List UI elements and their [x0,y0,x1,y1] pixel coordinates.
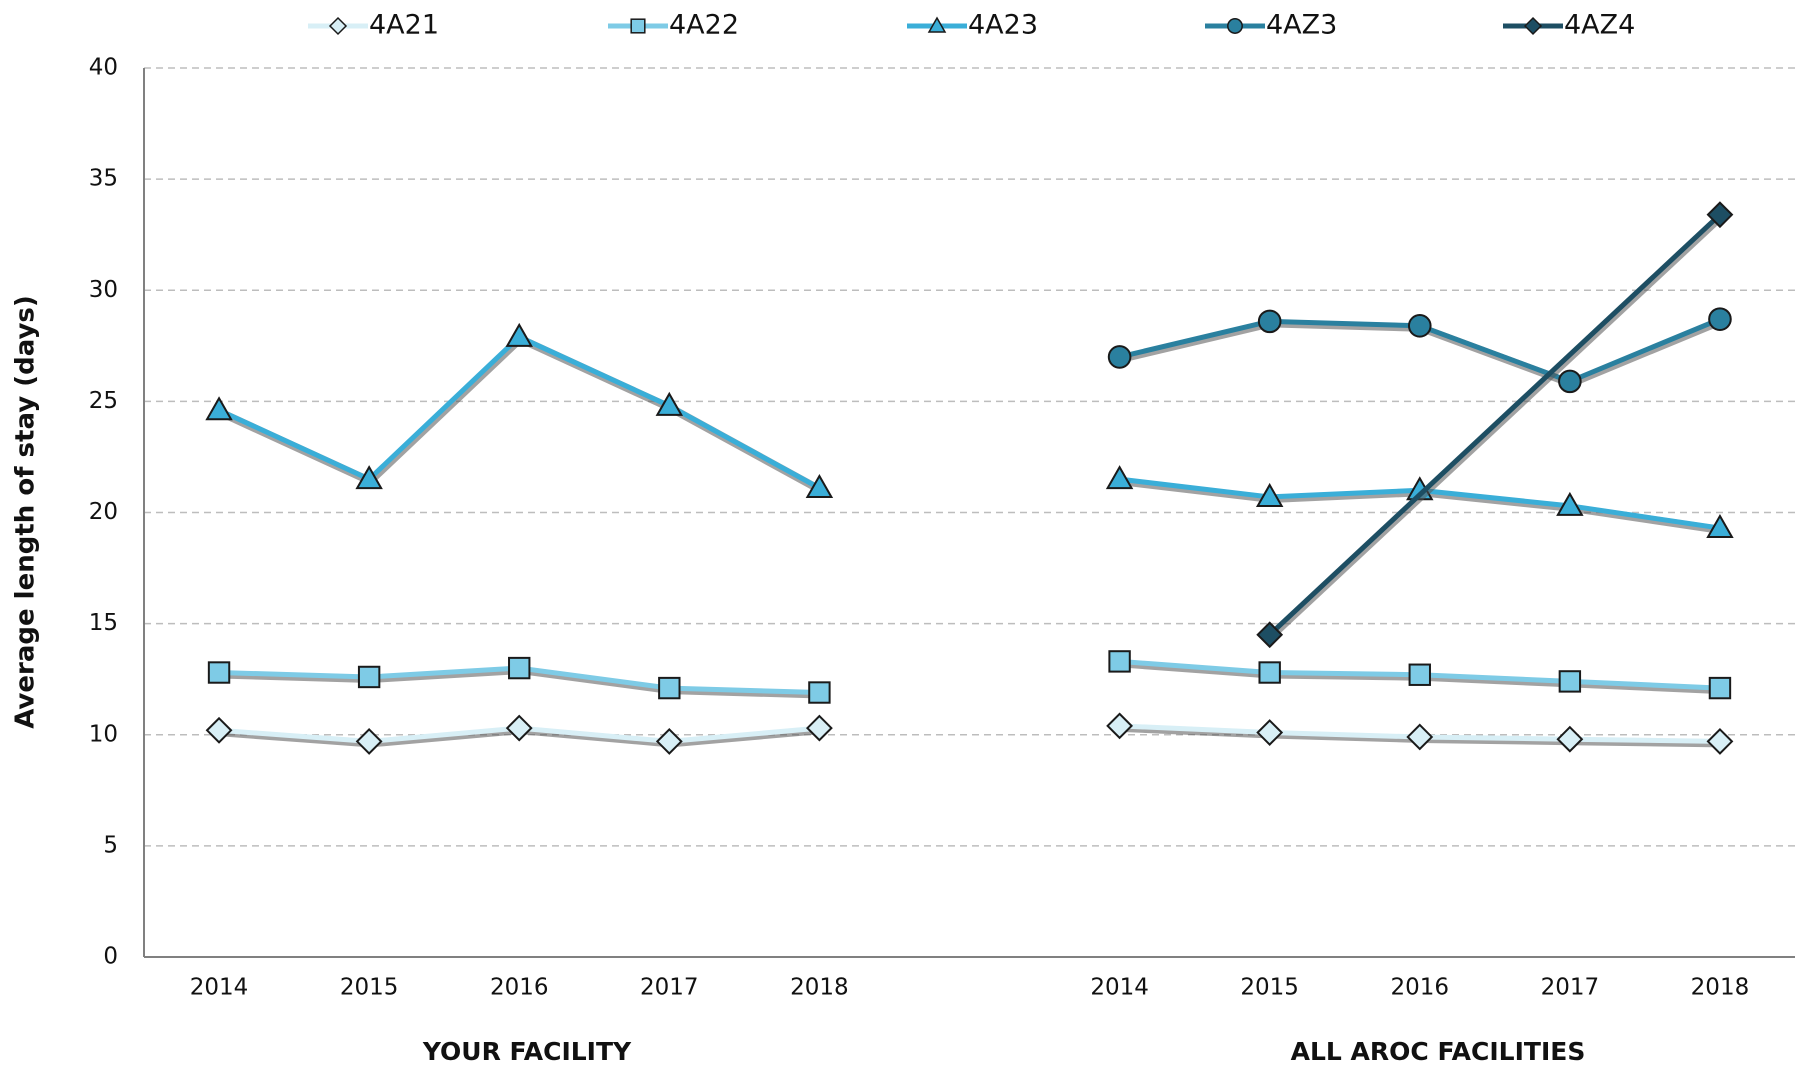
y-tick-label: 5 [103,832,118,858]
x-tick-label: 2014 [1090,975,1149,1001]
marker [1408,663,1431,686]
marker [655,728,683,755]
marker [1108,650,1131,673]
marker [1256,621,1284,649]
y-axis-label: Average length of stay (days) [11,295,41,729]
legend-label: 4AZ3 [1266,10,1337,41]
legend-label: 4AZ4 [1564,10,1635,41]
marker [1556,725,1584,753]
marker [508,656,531,680]
marker [1105,465,1134,490]
y-tick-label: 10 [89,721,118,747]
marker [805,474,834,499]
marker [1706,201,1734,229]
legend-label: 4A22 [669,10,739,41]
marker [805,714,833,742]
marker [1708,676,1732,700]
x-tick-label: 2018 [1691,975,1750,1001]
x-tick-label: 2018 [790,975,849,1001]
marker [1523,16,1543,36]
marker [505,714,533,742]
marker [1106,712,1134,740]
marker [1558,369,1582,394]
marker [1107,345,1132,369]
marker [505,322,533,347]
legend-label: 4A23 [968,10,1038,41]
marker [328,16,348,36]
marker [1706,728,1734,755]
line-shadow [218,334,823,494]
group-label: YOUR FACILITY [422,1037,632,1066]
y-tick-label: 35 [89,166,118,192]
marker [207,661,231,684]
y-tick-label: 40 [89,55,118,81]
marker [1406,723,1434,751]
marker [655,391,684,416]
x-tick-label: 2015 [1240,975,1299,1001]
marker [1708,307,1732,331]
x-tick-label: 2016 [490,975,549,1001]
y-tick-label: 30 [89,277,118,303]
y-tick-label: 15 [89,610,118,636]
marker [205,396,233,421]
marker [1227,18,1243,34]
marker [1256,719,1284,746]
marker [355,465,383,490]
x-tick-label: 2016 [1390,975,1449,1001]
marker [1558,670,1582,693]
marker [1255,482,1284,507]
line [1267,212,1722,637]
y-tick-label: 25 [89,388,118,414]
x-tick-label: 2017 [640,975,699,1001]
marker [1407,314,1432,338]
marker [808,681,831,704]
marker [1556,491,1584,516]
x-tick-label: 2015 [340,975,399,1001]
marker [658,676,681,700]
marker [357,665,381,689]
marker [1706,514,1734,539]
y-tick-label: 0 [103,944,118,970]
group-label: ALL AROC FACILITIES [1291,1037,1586,1066]
y-tick-label: 20 [89,499,118,525]
x-tick-label: 2017 [1541,975,1600,1001]
marker [927,16,947,33]
marker [205,716,233,744]
line [218,334,821,491]
marker [355,728,383,755]
legend-label: 4A21 [369,10,439,41]
marker [630,18,646,34]
x-tick-label: 2014 [190,975,249,1001]
marker [1258,661,1281,684]
marker [1257,309,1282,334]
